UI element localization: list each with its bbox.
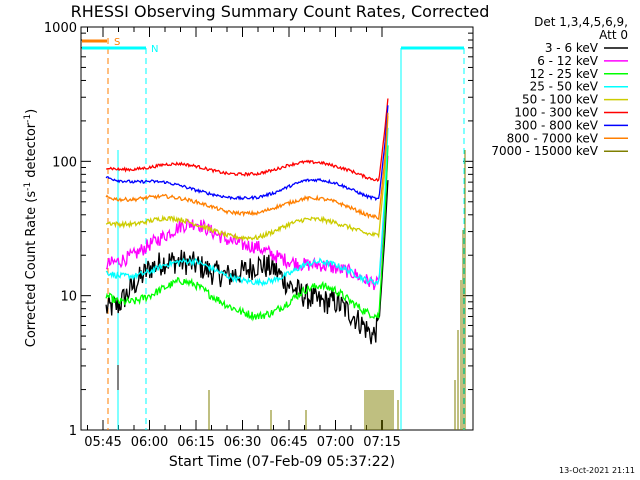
x-tick-label: 07:15 (363, 435, 400, 450)
plot-frame (80, 26, 474, 431)
plot-area: 1 10 100 1000 05:45 06:00 06:15 06:30 06:45 07:0… (44, 21, 474, 450)
legend-label: 800 - 7000 keV (507, 131, 599, 145)
series-line-3 (105, 127, 389, 287)
legend-label: 3 - 6 keV (545, 41, 599, 55)
y-tick-label: 100 (52, 155, 77, 170)
legend-label: 300 - 800 keV (514, 118, 598, 132)
series-line-4 (105, 115, 389, 242)
y-tick-label: 1 (69, 424, 77, 439)
y-tick-label: 1000 (44, 21, 77, 36)
saa-label: S (114, 37, 120, 48)
event-markers: SN (82, 37, 465, 430)
legend-label: 50 - 100 keV (522, 93, 599, 107)
footer-timestamp: 13-Oct-2021 21:11 (559, 466, 635, 475)
series-line-2 (105, 145, 389, 322)
legend-label: 6 - 12 keV (537, 54, 599, 68)
x-tick-label: 06:00 (131, 435, 168, 450)
legend-label: 25 - 50 keV (530, 80, 599, 94)
x-tick-label: 06:30 (224, 435, 261, 450)
chart-title: RHESSI Observing Summary Count Rates, Co… (71, 2, 490, 21)
x-axis: 05:45 06:00 06:15 06:30 06:45 07:00 07:15 (84, 27, 401, 450)
night-label: N (151, 44, 158, 55)
legend-header-line1: Det 1,3,4,5,6,9, (534, 15, 628, 29)
x-axis-label: Start Time (07-Feb-09 05:37:22) (169, 454, 395, 470)
y-axis-label: Corrected Count Rate (s-1 detector-1) (23, 109, 39, 347)
legend-label: 100 - 300 keV (514, 106, 598, 120)
series-line-0 (105, 180, 389, 345)
x-tick-label: 05:45 (84, 435, 121, 450)
y-axis: 1 10 100 1000 (44, 21, 473, 439)
y-tick-label: 10 (60, 290, 77, 305)
x-tick-label: 06:45 (270, 435, 307, 450)
series-line-5 (106, 98, 389, 183)
legend-label: 7000 - 15000 keV (491, 144, 598, 158)
series-lines (105, 98, 466, 430)
legend-header-line2: Att 0 (599, 28, 628, 42)
x-tick-label: 06:15 (177, 435, 214, 450)
x-tick-label: 07:00 (317, 435, 354, 450)
series-line-6 (105, 105, 389, 202)
series-line-7 (105, 112, 389, 220)
legend-label: 12 - 25 keV (530, 67, 599, 81)
